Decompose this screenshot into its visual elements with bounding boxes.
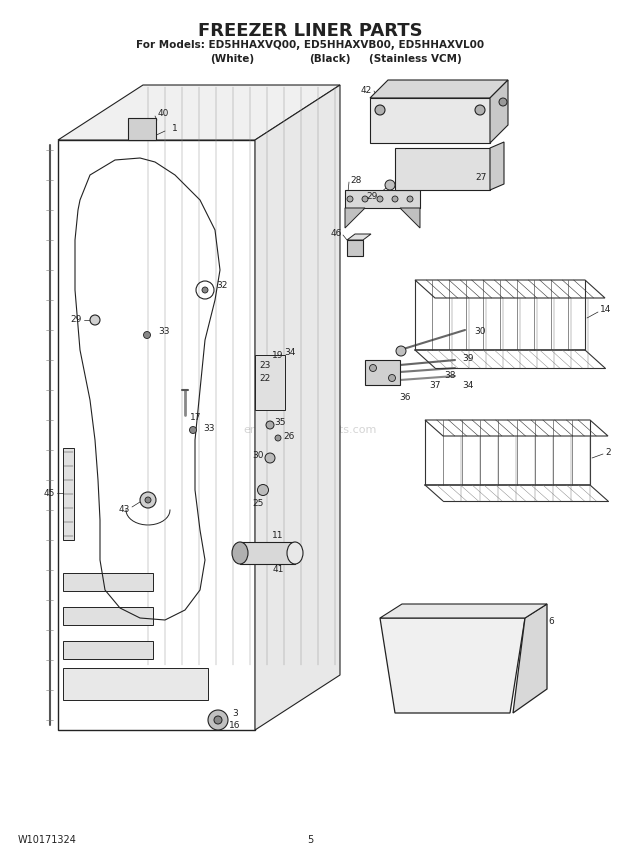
Circle shape [407, 196, 413, 202]
Text: 19: 19 [272, 350, 284, 360]
Circle shape [190, 426, 197, 433]
Text: 30: 30 [252, 450, 264, 460]
Polygon shape [63, 448, 74, 540]
Polygon shape [370, 98, 490, 143]
Circle shape [214, 716, 222, 724]
Text: 29: 29 [366, 192, 378, 200]
Polygon shape [63, 668, 208, 700]
Circle shape [396, 346, 406, 356]
Text: 2: 2 [605, 448, 611, 456]
Circle shape [202, 287, 208, 293]
Text: 6: 6 [548, 617, 554, 627]
Text: (Stainless VCM): (Stainless VCM) [369, 54, 461, 64]
Polygon shape [63, 573, 153, 591]
Text: ereplacementparts.com: ereplacementparts.com [243, 425, 377, 435]
Polygon shape [400, 208, 420, 228]
Text: 23: 23 [259, 360, 271, 370]
Text: For Models: ED5HHAXVQ00, ED5HHAXVB00, ED5HHAXVL00: For Models: ED5HHAXVQ00, ED5HHAXVB00, ED… [136, 40, 484, 50]
Circle shape [389, 375, 396, 382]
Text: 29: 29 [71, 316, 82, 324]
Polygon shape [128, 118, 156, 140]
Text: 36: 36 [399, 393, 410, 401]
Polygon shape [345, 208, 365, 228]
Circle shape [145, 497, 151, 503]
Text: 37: 37 [429, 381, 441, 389]
Circle shape [90, 315, 100, 325]
Text: 34: 34 [462, 381, 474, 389]
Polygon shape [395, 148, 490, 190]
Polygon shape [490, 80, 508, 143]
Circle shape [266, 421, 274, 429]
Text: 5: 5 [307, 835, 313, 845]
Circle shape [375, 105, 385, 115]
Polygon shape [255, 355, 285, 410]
Polygon shape [240, 542, 295, 564]
Polygon shape [513, 604, 547, 713]
Text: 11: 11 [272, 531, 284, 539]
Text: 30: 30 [474, 328, 485, 336]
Text: 42: 42 [361, 86, 372, 94]
Text: 38: 38 [445, 371, 456, 379]
Polygon shape [380, 618, 525, 713]
Polygon shape [63, 641, 153, 659]
Circle shape [392, 196, 398, 202]
Text: 16: 16 [229, 722, 241, 730]
Circle shape [362, 196, 368, 202]
Circle shape [265, 453, 275, 463]
Text: (White): (White) [210, 54, 254, 64]
Text: FREEZER LINER PARTS: FREEZER LINER PARTS [198, 22, 422, 40]
Text: (Black): (Black) [309, 54, 351, 64]
Text: 34: 34 [285, 348, 296, 356]
Polygon shape [58, 85, 340, 140]
Text: 1: 1 [172, 123, 178, 133]
Circle shape [385, 180, 395, 190]
Text: W10171324: W10171324 [18, 835, 77, 845]
Polygon shape [347, 240, 363, 256]
Text: 32: 32 [216, 281, 228, 289]
Polygon shape [255, 85, 340, 730]
Text: 40: 40 [157, 109, 169, 117]
Polygon shape [345, 190, 420, 208]
Circle shape [475, 105, 485, 115]
Polygon shape [490, 142, 504, 190]
Circle shape [140, 492, 156, 508]
Polygon shape [380, 604, 547, 618]
Text: 35: 35 [274, 418, 286, 426]
Text: 27: 27 [475, 173, 486, 181]
Circle shape [208, 710, 228, 730]
Text: 22: 22 [259, 373, 270, 383]
Ellipse shape [287, 542, 303, 564]
Polygon shape [63, 607, 153, 625]
Text: 17: 17 [190, 413, 202, 421]
Text: 26: 26 [283, 431, 294, 441]
Text: 39: 39 [462, 354, 474, 362]
Circle shape [257, 484, 268, 496]
Ellipse shape [232, 542, 248, 564]
Circle shape [143, 331, 151, 338]
Text: 41: 41 [272, 566, 284, 574]
Text: 28: 28 [350, 175, 361, 185]
Circle shape [370, 365, 376, 372]
Text: 43: 43 [118, 506, 130, 514]
Circle shape [347, 196, 353, 202]
Polygon shape [370, 80, 508, 98]
Text: 45: 45 [43, 489, 55, 497]
Circle shape [275, 435, 281, 441]
Text: 46: 46 [330, 229, 342, 237]
Text: 33: 33 [203, 424, 215, 432]
Circle shape [499, 98, 507, 106]
Polygon shape [365, 360, 400, 385]
Polygon shape [347, 234, 371, 240]
Text: 33: 33 [158, 328, 169, 336]
Circle shape [377, 196, 383, 202]
Text: 25: 25 [252, 498, 264, 508]
Text: 3: 3 [232, 710, 238, 718]
Text: 14: 14 [600, 306, 611, 314]
